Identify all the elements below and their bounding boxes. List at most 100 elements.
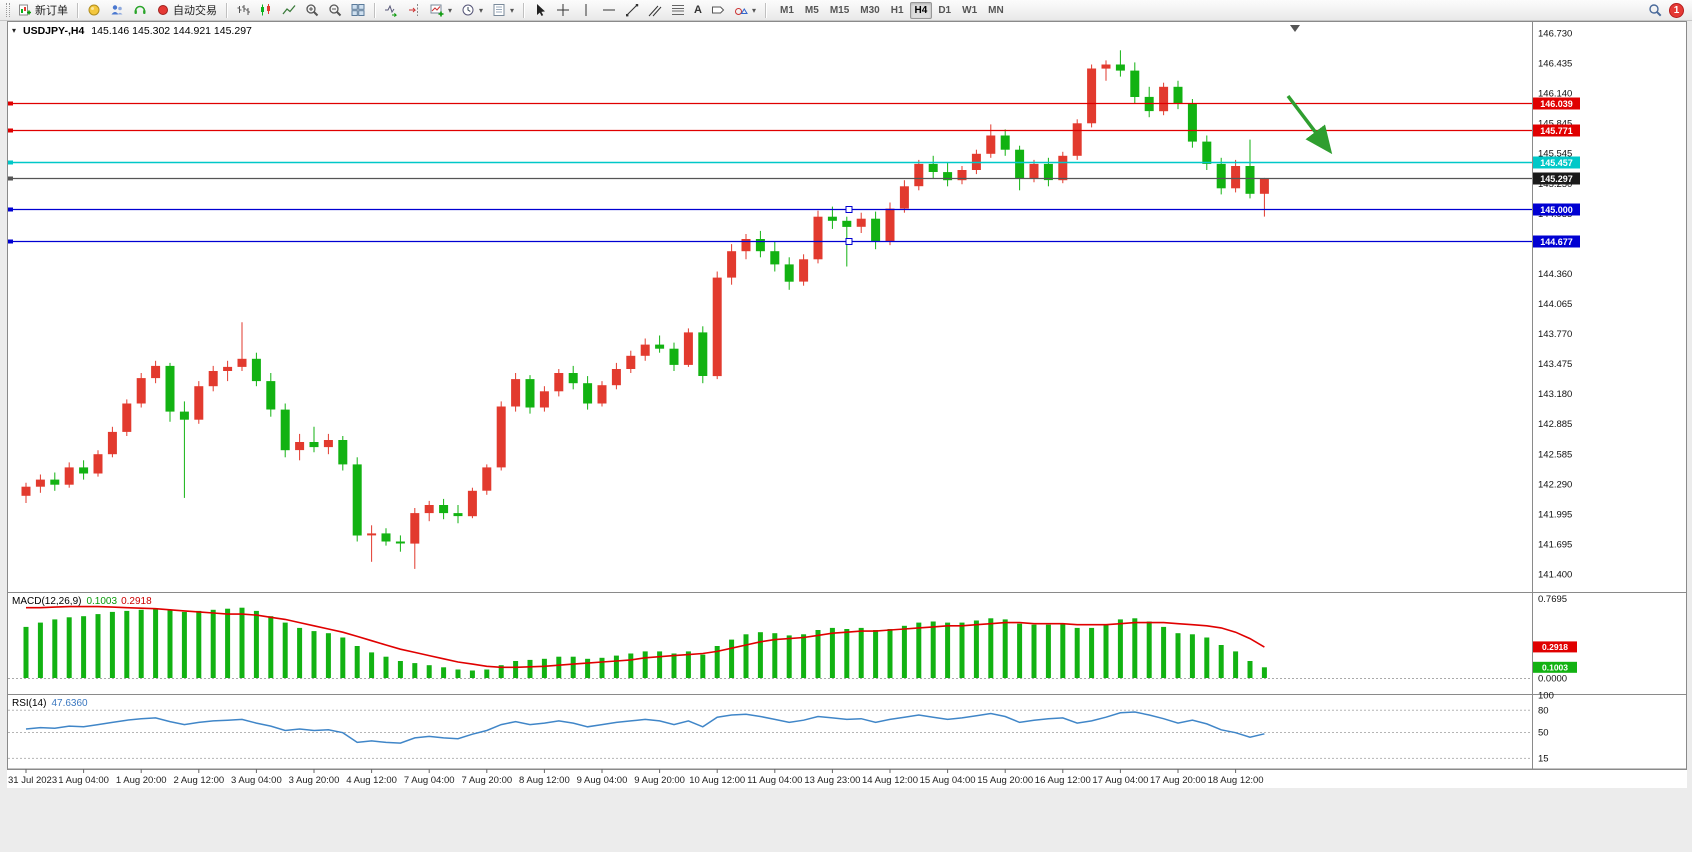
chart-canvas[interactable]: 146.730 146.435 146.140 145.845 145.545 145.2… bbox=[0, 21, 1692, 788]
svg-text:142.290: 142.290 bbox=[1538, 479, 1572, 490]
svg-text:146.730: 146.730 bbox=[1538, 29, 1572, 40]
svg-text:11 Aug 04:00: 11 Aug 04:00 bbox=[747, 775, 802, 786]
line-chart-button[interactable] bbox=[278, 1, 300, 20]
text-tool-icon: A bbox=[694, 4, 702, 16]
one-click-trading-toggle[interactable]: ▾ bbox=[12, 26, 17, 35]
cursor-tool-button[interactable] bbox=[529, 1, 551, 20]
chevron-down-icon: ▾ bbox=[510, 5, 515, 15]
timeframe-button-m30[interactable]: M30 bbox=[860, 4, 880, 16]
svg-text:14 Aug 12:00: 14 Aug 12:00 bbox=[862, 775, 918, 786]
chart-window: 146.730 146.435 146.140 145.845 145.545 145.2… bbox=[0, 21, 1692, 788]
chevron-down-icon: ▾ bbox=[479, 5, 484, 15]
chevron-down-icon: ▾ bbox=[752, 5, 757, 15]
shapes-tool-button[interactable]: ▾ bbox=[730, 1, 760, 20]
auto-trading-button[interactable]: 自动交易 bbox=[152, 1, 221, 20]
timeframe-button-h4[interactable]: H4 bbox=[909, 1, 933, 19]
macd-main-value: 0.1003 bbox=[86, 596, 118, 607]
new-order-button[interactable]: 新订单 bbox=[14, 1, 72, 20]
text-label-icon bbox=[712, 6, 725, 14]
svg-text:143.475: 143.475 bbox=[1538, 359, 1572, 370]
clock-icon bbox=[462, 4, 474, 16]
svg-text:141.695: 141.695 bbox=[1538, 539, 1572, 550]
svg-text:16 Aug 12:00: 16 Aug 12:00 bbox=[1035, 775, 1091, 786]
auto-scroll-button[interactable] bbox=[380, 1, 402, 20]
svg-text:9 Aug 20:00: 9 Aug 20:00 bbox=[634, 775, 685, 786]
svg-text:145.545: 145.545 bbox=[1538, 149, 1572, 160]
chart-shift-marker[interactable] bbox=[1290, 25, 1300, 32]
svg-text:146.140: 146.140 bbox=[1538, 89, 1572, 100]
bar-chart-icon bbox=[237, 5, 250, 15]
community-icon bbox=[111, 5, 123, 15]
vertical-line-tool-button[interactable] bbox=[575, 1, 597, 20]
svg-text:15 Aug 04:00: 15 Aug 04:00 bbox=[920, 775, 976, 786]
svg-text:9 Aug 04:00: 9 Aug 04:00 bbox=[577, 775, 628, 786]
svg-text:0.1003: 0.1003 bbox=[1542, 662, 1568, 672]
chevron-down-icon: ▾ bbox=[448, 5, 453, 15]
horizontal-lines[interactable]: 146.039 145.771 145.457 145.297 145.000 144.6… bbox=[8, 97, 1580, 248]
timeframe-button-m1[interactable]: M1 bbox=[780, 4, 794, 16]
text-label-tool-button[interactable] bbox=[707, 1, 729, 20]
svg-text:15 Aug 20:00: 15 Aug 20:00 bbox=[977, 775, 1033, 786]
rsi-value: 47.6360 bbox=[51, 698, 88, 709]
channel-tool-button[interactable] bbox=[644, 1, 666, 20]
macd-indicator-label: MACD(12,26,9) 0.1003 0.2918 bbox=[12, 596, 152, 607]
chart-shift-button[interactable] bbox=[403, 1, 425, 20]
crosshair-tool-button[interactable] bbox=[552, 1, 574, 20]
tile-windows-button[interactable] bbox=[347, 1, 369, 20]
svg-text:0.2918: 0.2918 bbox=[1542, 642, 1568, 652]
svg-text:145.771: 145.771 bbox=[1540, 126, 1573, 136]
bar-chart-button[interactable] bbox=[232, 1, 254, 20]
templates-button[interactable]: ▾ bbox=[488, 1, 518, 20]
svg-text:80: 80 bbox=[1538, 705, 1549, 716]
symbol-search-button[interactable] bbox=[1644, 1, 1666, 20]
horizontal-line-tool-button[interactable] bbox=[598, 1, 620, 20]
timeframe-button-m5[interactable]: M5 bbox=[804, 4, 819, 16]
svg-text:145.000: 145.000 bbox=[1540, 205, 1573, 215]
svg-text:8 Aug 12:00: 8 Aug 12:00 bbox=[519, 775, 570, 786]
zoom-in-icon bbox=[306, 4, 319, 17]
svg-text:2 Aug 12:00: 2 Aug 12:00 bbox=[173, 775, 224, 786]
svg-text:3 Aug 20:00: 3 Aug 20:00 bbox=[289, 775, 340, 786]
svg-text:4 Aug 12:00: 4 Aug 12:00 bbox=[346, 775, 397, 786]
timeframe-button-m15[interactable]: M15 bbox=[829, 4, 850, 16]
notification-badge[interactable]: 1 bbox=[1669, 2, 1684, 18]
price-axis[interactable]: 146.730 146.435 146.140 145.845 145.545 145.2… bbox=[1538, 29, 1572, 581]
text-tool-button[interactable]: A bbox=[690, 1, 706, 20]
trend-arrow-annotation[interactable] bbox=[1286, 94, 1333, 155]
svg-text:31 Jul 2023: 31 Jul 2023 bbox=[8, 775, 57, 786]
new-order-label: 新订单 bbox=[35, 5, 68, 17]
period-selector-button[interactable]: ▾ bbox=[457, 1, 487, 20]
svg-text:142.585: 142.585 bbox=[1538, 449, 1572, 460]
template-icon bbox=[493, 4, 505, 16]
svg-text:10 Aug 12:00: 10 Aug 12:00 bbox=[689, 775, 745, 786]
zoom-in-button[interactable] bbox=[301, 1, 323, 20]
trendline-tool-button[interactable] bbox=[621, 1, 643, 20]
svg-text:144.360: 144.360 bbox=[1538, 269, 1572, 280]
new-chart-icon bbox=[430, 4, 444, 17]
svg-text:146.039: 146.039 bbox=[1540, 99, 1573, 109]
timeframe-button-d1[interactable]: D1 bbox=[938, 4, 952, 16]
fibonacci-tool-button[interactable] bbox=[667, 1, 689, 20]
metaeditor-button[interactable] bbox=[83, 1, 105, 20]
rsi-pane: 100 80 50 15 bbox=[8, 691, 1554, 764]
svg-text:7 Aug 04:00: 7 Aug 04:00 bbox=[404, 775, 455, 786]
svg-text:100: 100 bbox=[1538, 691, 1554, 702]
crosshair-icon bbox=[557, 4, 570, 16]
new-chart-button[interactable]: ▾ bbox=[426, 1, 456, 20]
support-icon bbox=[134, 5, 146, 14]
time-axis[interactable]: 31 Jul 2023 1 Aug 04:00 1 Aug 20:00 2 Aug 1… bbox=[8, 769, 1264, 786]
candlestick-chart-button[interactable] bbox=[255, 1, 277, 20]
support-button[interactable] bbox=[129, 1, 151, 20]
timeframe-button-mn[interactable]: MN bbox=[988, 4, 1004, 16]
auto-scroll-icon bbox=[385, 4, 398, 17]
timeframe-button-h1[interactable]: H1 bbox=[890, 4, 904, 16]
timeframe-button-w1[interactable]: W1 bbox=[962, 4, 978, 16]
toolbar-grip[interactable] bbox=[6, 3, 10, 17]
svg-text:0.7695: 0.7695 bbox=[1538, 594, 1567, 605]
community-button[interactable] bbox=[106, 1, 128, 20]
svg-text:141.995: 141.995 bbox=[1538, 509, 1572, 520]
timeframe-toolbar: M1 M5 M15 M30 H1 H4 D1 W1 MN bbox=[775, 1, 1009, 19]
channel-icon bbox=[648, 5, 662, 17]
svg-text:50: 50 bbox=[1538, 728, 1549, 739]
zoom-out-button[interactable] bbox=[324, 1, 346, 20]
